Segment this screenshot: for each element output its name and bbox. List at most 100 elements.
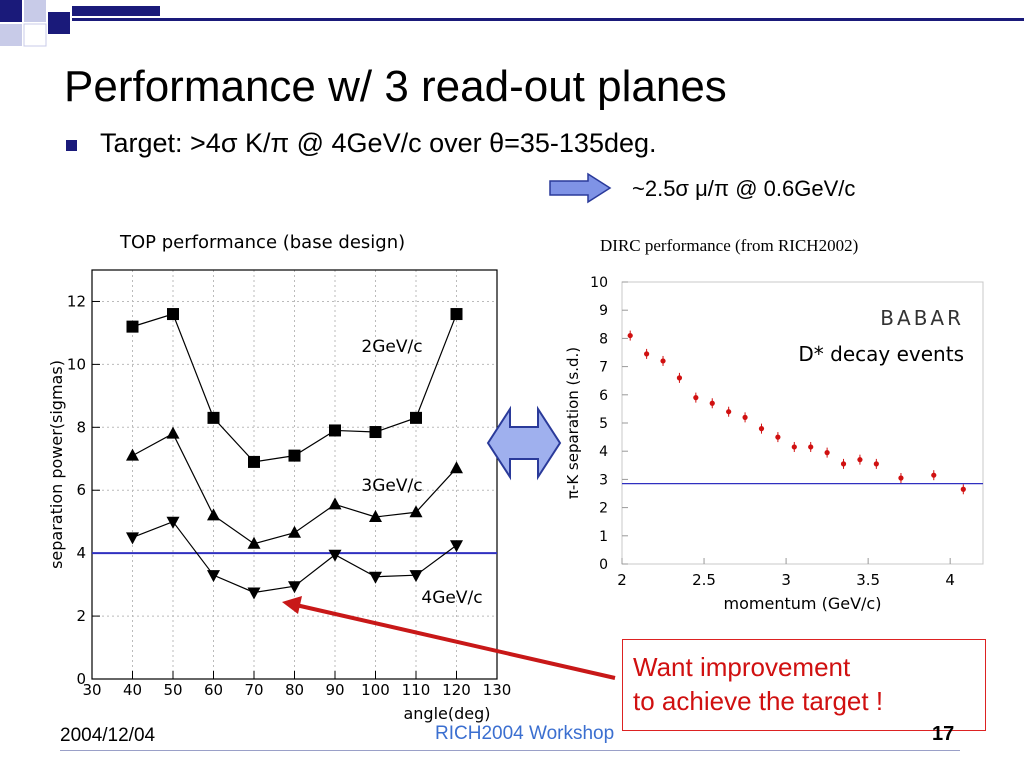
data-point — [248, 455, 260, 468]
y-tick-label: 8 — [599, 331, 608, 347]
data-point — [450, 308, 463, 321]
data-point — [627, 332, 633, 339]
data-point — [410, 411, 422, 424]
callout-line-1: Want improvement — [633, 652, 851, 682]
bullet-text: Target: >4σ K/π @ 4GeV/c over θ=35-135de… — [100, 128, 657, 158]
y-tick-label: 2 — [599, 501, 608, 517]
y-tick-label: 5 — [599, 416, 608, 432]
x-tick-label: 3.5 — [856, 571, 880, 589]
y-axis-label: π-K separation (s.d.) — [564, 347, 582, 499]
x-tick-label: 2.5 — [692, 571, 716, 589]
data-point — [126, 320, 139, 333]
data-point — [808, 444, 814, 450]
y-tick-label: 3 — [599, 472, 608, 488]
slide-title: Performance w/ 3 read-out planes — [64, 62, 727, 111]
data-point — [693, 395, 699, 401]
y-tick-label: 12 — [67, 292, 86, 310]
data-point — [840, 461, 847, 467]
data-point — [758, 426, 765, 432]
y-tick-label: 2 — [76, 607, 86, 625]
data-point — [207, 570, 220, 583]
red-pointer-arrow-icon — [282, 596, 616, 680]
data-point — [709, 400, 715, 406]
x-tick-label: 30 — [82, 681, 101, 699]
data-point — [742, 414, 748, 420]
data-point — [660, 358, 666, 364]
data-point — [369, 509, 382, 522]
y-axis-label: separation power(sigmas) — [47, 360, 66, 569]
data-point — [369, 571, 382, 584]
data-point — [329, 424, 341, 437]
y-tick-label: 4 — [599, 444, 608, 460]
x-tick-label: 3 — [781, 571, 791, 589]
x-tick-label: 130 — [483, 681, 512, 699]
data-point — [288, 581, 301, 594]
y-tick-label: 4 — [76, 544, 86, 562]
y-tick-label: 0 — [76, 670, 86, 688]
y-tick-label: 0 — [599, 557, 608, 573]
data-point — [369, 426, 382, 439]
footer-rule — [60, 750, 960, 751]
footer-date: 2004/12/04 — [60, 725, 156, 746]
x-tick-label: 50 — [163, 681, 182, 699]
data-point — [328, 497, 342, 510]
data-point — [409, 505, 423, 518]
data-point — [409, 570, 423, 583]
data-point — [288, 449, 301, 462]
data-point — [931, 472, 937, 478]
dirc-performance-chart: 2 2.5 3 3.5 4 0 1 2 3 4 5 6 7 8 9 10 momentum (GeV/c) π-K… — [564, 275, 984, 613]
data-point — [676, 375, 683, 381]
x-tick-label: 80 — [285, 681, 304, 699]
data-point — [450, 540, 463, 553]
header-rule — [72, 18, 1024, 21]
data-point — [726, 409, 732, 415]
data-point — [166, 426, 180, 439]
series-label: 3GeV/c — [361, 476, 422, 496]
data-point — [960, 486, 966, 492]
babar-annotation: BABAR — [880, 306, 964, 330]
left-chart-title: TOP performance (base design) — [120, 232, 406, 253]
right-chart-title: DIRC performance (from RICH2002) — [600, 236, 859, 255]
x-tick-label: 40 — [123, 681, 142, 699]
x-tick-label: 60 — [204, 681, 223, 699]
improvement-callout: Want improvement to achieve the target ! — [622, 639, 986, 731]
data-point — [166, 516, 180, 529]
series-label: 2GeV/c — [361, 337, 422, 357]
series-label: 4GeV/c — [421, 588, 482, 608]
x-tick-label: 120 — [442, 681, 471, 699]
y-tick-label: 10 — [590, 275, 608, 291]
data-point — [328, 549, 342, 562]
data-point — [791, 444, 797, 450]
callout-line-2: to achieve the target ! — [633, 686, 884, 716]
y-tick-label: 6 — [76, 481, 86, 499]
data-point — [450, 461, 463, 474]
top-performance-chart: 30 40 50 60 70 80 90 100 110 120 130 0 2 4 6 8 10 12 2GeV/… — [47, 269, 512, 723]
data-point — [644, 351, 650, 357]
data-point — [775, 434, 781, 440]
x-tick-label: 100 — [361, 681, 390, 699]
x-tick-label: 90 — [325, 681, 344, 699]
logo-squares-icon — [0, 0, 160, 47]
bullet-marker — [66, 140, 77, 151]
y-tick-label: 7 — [599, 360, 608, 376]
data-point — [873, 461, 879, 467]
double-arrow-icon — [486, 405, 562, 481]
data-point — [288, 525, 301, 538]
right-arrow-icon — [549, 172, 612, 204]
y-tick-label: 1 — [599, 529, 608, 545]
sub-point-text: ~2.5σ μ/π @ 0.6GeV/c — [632, 176, 856, 201]
x-tick-label: 2 — [617, 571, 627, 589]
page-number: 17 — [932, 723, 955, 745]
data-point — [126, 532, 139, 545]
decay-annotation: D* decay events — [798, 342, 964, 366]
data-point — [207, 411, 220, 424]
data-point — [247, 536, 261, 549]
data-point — [824, 450, 830, 456]
footer-workshop: RICH2004 Workshop — [435, 723, 615, 744]
data-point — [247, 587, 261, 600]
x-axis-label: angle(deg) — [403, 704, 490, 723]
y-tick-label: 10 — [67, 355, 86, 373]
data-point — [167, 308, 179, 321]
data-point — [126, 448, 139, 461]
y-tick-label: 9 — [599, 303, 608, 319]
